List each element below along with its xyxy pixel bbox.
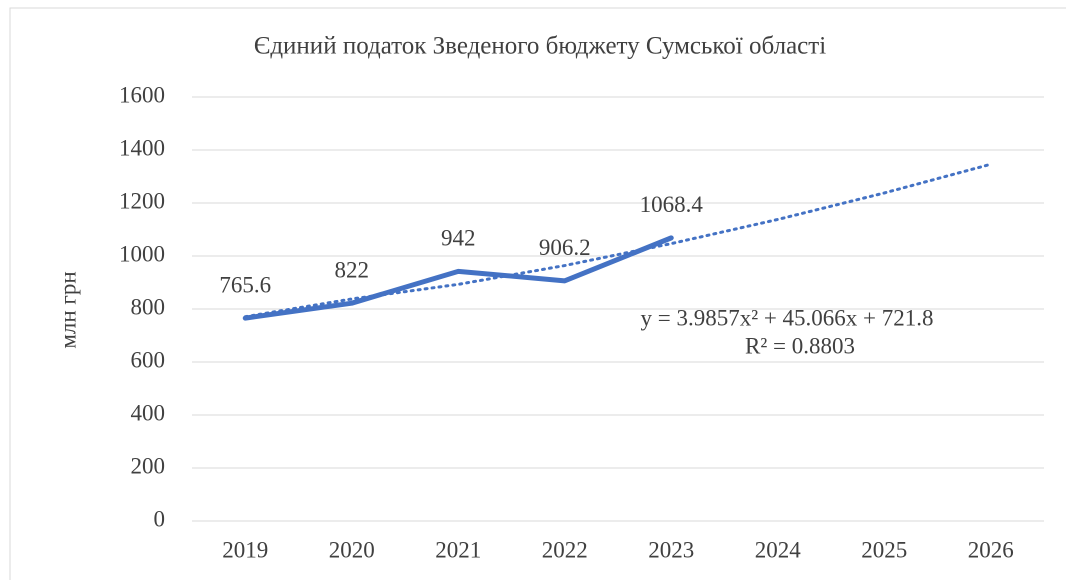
trend-r-squared: R² = 0.8803 [745,333,855,358]
x-tick-label: 2020 [329,537,375,562]
data-label: 822 [335,257,370,282]
x-tick-label: 2019 [222,537,268,562]
y-axis-label: млн грн [55,271,80,348]
x-tick-label: 2026 [968,537,1014,562]
data-label: 942 [441,226,476,251]
x-tick-label: 2021 [435,537,481,562]
y-tick-label: 1400 [119,135,165,160]
y-tick-label: 600 [131,347,166,372]
x-tick-label: 2022 [542,537,588,562]
data-label: 765.6 [219,272,271,297]
y-tick-label: 800 [131,294,166,319]
y-tick-label: 1000 [119,241,165,266]
data-line [242,235,674,321]
y-tick-label: 1200 [119,188,165,213]
chart-border [9,7,1066,580]
trend-line [243,162,993,319]
x-tick-label: 2024 [755,537,802,562]
x-tick-label: 2025 [861,537,907,562]
y-tick-label: 200 [131,453,166,478]
y-tick-label: 0 [154,506,166,531]
y-tick-label: 400 [131,400,166,425]
chart-title: Єдиний податок Зведеного бюджету Сумсько… [254,33,826,60]
data-label: 1068.4 [640,192,704,217]
data-label: 906.2 [539,235,591,260]
x-tick-label: 2023 [648,537,694,562]
y-tick-label: 1600 [119,82,165,107]
